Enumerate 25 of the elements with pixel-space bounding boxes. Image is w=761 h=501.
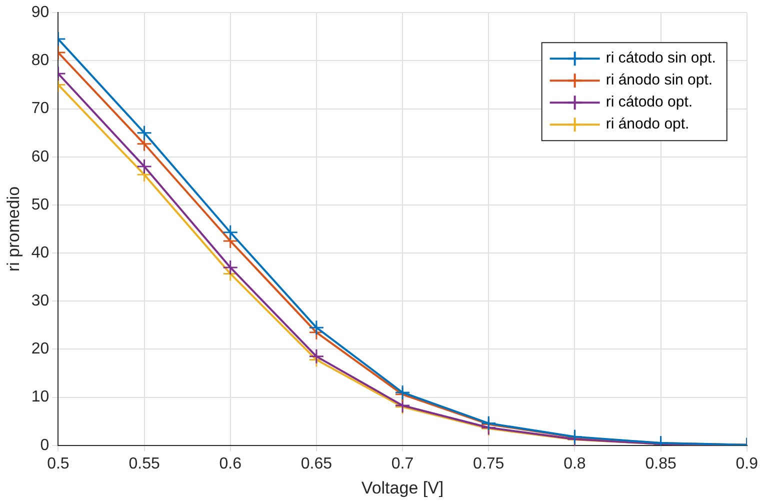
x-tick-label: 0.85 [645,455,676,472]
x-tick-label: 0.75 [473,455,504,472]
x-tick-label: 0.5 [47,455,70,472]
y-tick-label: 0 [40,436,50,454]
y-tick-label: 50 [31,196,50,214]
y-tick-label: 40 [31,244,50,262]
y-tick-label: 30 [31,292,50,310]
y-axis-title: ri promedio [4,186,23,272]
x-tick-label: 0.8 [564,455,586,472]
x-tick-label: 0.55 [128,455,160,472]
y-tick-label: 60 [31,148,50,166]
x-tick-label: 0.6 [219,455,242,472]
legend-label: ri ánodo sin opt. [606,72,713,89]
x-tick-label: 0.7 [391,455,414,472]
y-tick-label: 10 [31,388,50,406]
legend-label: ri cátodo opt. [606,94,693,111]
legend-label: ri ánodo opt. [606,116,690,133]
y-tick-label: 20 [31,340,50,358]
y-tick-label: 90 [31,4,50,22]
y-tick-label: 80 [31,52,50,70]
x-tick-label: 0.9 [736,455,758,472]
x-tick-label: 0.65 [300,455,332,472]
x-axis-title: Voltage [V] [361,478,444,498]
legend-label: ri cátodo sin opt. [606,50,716,67]
y-tick-label: 70 [31,100,50,118]
